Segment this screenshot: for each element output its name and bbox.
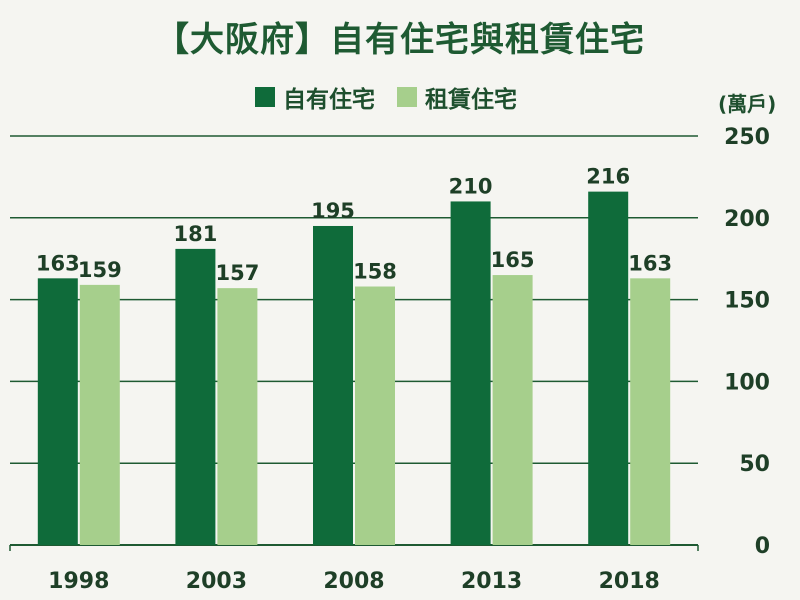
data-label-rented-1998: 159 — [78, 258, 122, 282]
bar-rented-1998 — [79, 284, 120, 545]
y-axis-unit: (萬戶) — [718, 92, 777, 116]
legend: 自有住宅 租賃住宅 — [255, 80, 517, 114]
data-label-rented-2013: 165 — [491, 248, 535, 272]
bar-owned-1998 — [37, 278, 78, 545]
data-label-owned-2008: 195 — [311, 199, 355, 223]
legend-swatch-owned — [255, 87, 275, 107]
data-label-rented-2003: 157 — [215, 261, 259, 285]
data-label-owned-2013: 210 — [449, 174, 493, 198]
legend-label-owned: 自有住宅 — [283, 87, 375, 113]
x-tick-label-2008: 2008 — [323, 569, 384, 594]
y-tick-label-50: 50 — [739, 452, 770, 477]
bar-rented-2008 — [355, 286, 395, 545]
data-label-owned-2003: 181 — [173, 222, 217, 246]
bar-owned-2003 — [175, 248, 216, 545]
data-label-rented-2018: 163 — [628, 251, 672, 275]
data-label-owned-1998: 163 — [36, 251, 80, 275]
bar-rented-2013 — [492, 275, 533, 545]
bar-owned-2018 — [588, 191, 629, 545]
bar-rented-2003 — [217, 288, 258, 545]
legend-item-owned: 自有住宅 — [255, 80, 375, 114]
x-tick-label-2013: 2013 — [461, 569, 522, 594]
data-label-owned-2018: 216 — [586, 165, 630, 189]
x-tick-label-2003: 2003 — [186, 569, 247, 594]
x-tick-label-2018: 2018 — [599, 569, 660, 594]
y-tick-label-100: 100 — [724, 370, 770, 395]
y-tick-label-250: 250 — [724, 125, 770, 150]
bar-rented-2018 — [630, 278, 671, 545]
y-tick-label-200: 200 — [724, 207, 770, 232]
legend-label-rented: 租賃住宅 — [425, 87, 517, 113]
y-tick-label-0: 0 — [755, 534, 770, 559]
bar-owned-2013 — [450, 201, 491, 545]
x-tick-label-1998: 1998 — [48, 569, 109, 594]
bar-owned-2008 — [313, 225, 353, 546]
legend-swatch-rented — [397, 87, 417, 107]
chart-title: 【大阪府】自有住宅與租賃住宅 — [155, 20, 645, 60]
data-label-rented-2008: 158 — [353, 260, 397, 284]
legend-item-rented: 租賃住宅 — [397, 80, 517, 114]
y-tick-label-150: 150 — [724, 289, 770, 314]
